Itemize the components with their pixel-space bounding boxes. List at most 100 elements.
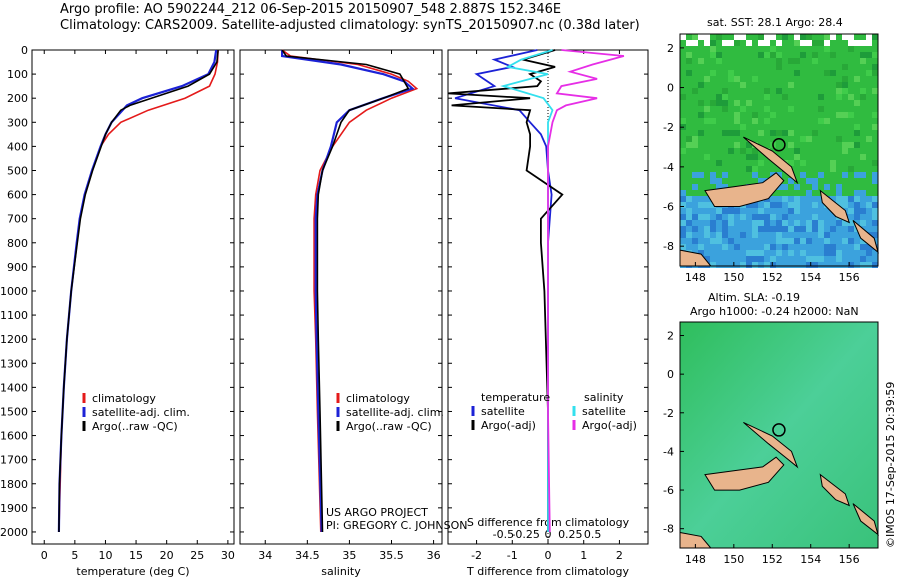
- map-sst-cell: [842, 112, 848, 118]
- map-sst-cell: [740, 250, 746, 256]
- map-sst-cell: [764, 88, 770, 94]
- map-sst-cell: [758, 214, 764, 220]
- map-sst-cell: [872, 214, 878, 220]
- map-sst-cell: [770, 208, 776, 214]
- map-sst-cell: [740, 124, 746, 130]
- map-sst-cell: [800, 250, 806, 256]
- map-sst-cell: [824, 226, 830, 232]
- map-sst-cell: [848, 256, 854, 262]
- map-sst-cell: [734, 142, 740, 148]
- map-sst-cell: [686, 244, 692, 250]
- map-sst-cell: [746, 226, 752, 232]
- map-sst-cell: [734, 118, 740, 124]
- map-sst-cell: [758, 238, 764, 244]
- map-sst-cell: [770, 130, 776, 136]
- map-sst-ytick-label: -2: [663, 121, 674, 134]
- map-sst-cell: [794, 40, 800, 46]
- map-sst-cell: [872, 262, 878, 268]
- map-sst-cell: [734, 76, 740, 82]
- map-sst-cell: [830, 262, 836, 268]
- map-sst-cell: [806, 40, 812, 46]
- map-sst-cell: [800, 208, 806, 214]
- map-sst-cell: [854, 220, 860, 226]
- map-sst-cell: [818, 94, 824, 100]
- map-sst-cell: [698, 214, 704, 220]
- map-sst-cell: [782, 94, 788, 100]
- map-sst-cell: [866, 52, 872, 58]
- map-sla-xtick-label: 148: [685, 553, 706, 566]
- map-sst-cell: [704, 118, 710, 124]
- map-sst-cell: [698, 172, 704, 178]
- map-sst-cell: [734, 226, 740, 232]
- map-sst-cell: [698, 112, 704, 118]
- map-sst-cell: [746, 100, 752, 106]
- map-sst-cell: [734, 40, 740, 46]
- map-sst-cell: [752, 256, 758, 262]
- map-sst-cell: [770, 112, 776, 118]
- map-sst-cell: [722, 172, 728, 178]
- map-sst-cell: [824, 208, 830, 214]
- map-sst-cell: [722, 130, 728, 136]
- map-sst-ytick-label: -8: [663, 240, 674, 253]
- map-sst-cell: [692, 244, 698, 250]
- map-sst-cell: [806, 202, 812, 208]
- map-sst-cell: [848, 94, 854, 100]
- map-sst-cell: [776, 244, 782, 250]
- map-sst-cell: [842, 196, 848, 202]
- map-sst-cell: [794, 70, 800, 76]
- map-sst-cell: [782, 220, 788, 226]
- map-sst-cell: [704, 196, 710, 202]
- map-sst-cell: [758, 232, 764, 238]
- map-sst-cell: [698, 232, 704, 238]
- map-sst-cell: [872, 202, 878, 208]
- map-sst-cell: [770, 244, 776, 250]
- map-sst-cell: [758, 130, 764, 136]
- map-sst-cell: [794, 148, 800, 154]
- map-sst-cell: [812, 58, 818, 64]
- map-sst-cell: [680, 226, 686, 232]
- map-sst-cell: [758, 52, 764, 58]
- map-sst-cell: [824, 238, 830, 244]
- map-sst-cell: [752, 154, 758, 160]
- map-sst-cell: [872, 124, 878, 130]
- map-sst-cell: [728, 208, 734, 214]
- map-sst-cell: [854, 250, 860, 256]
- map-sst-cell: [854, 142, 860, 148]
- map-sst-cell: [854, 214, 860, 220]
- map-sst-cell: [812, 250, 818, 256]
- depth-tick-label: 0: [21, 44, 28, 57]
- map-sst-cell: [872, 52, 878, 58]
- map-sst-cell: [842, 88, 848, 94]
- map-sst-cell: [680, 148, 686, 154]
- map-sst-cell: [836, 82, 842, 88]
- temperature-axis-tick-label: 15: [129, 549, 143, 562]
- diff-legend-salinity-label: Argo(-adj): [582, 419, 637, 432]
- salinity-line-climatology: [281, 49, 419, 533]
- map-sst-cell: [782, 244, 788, 250]
- map-sla: 148 150 152 154 156 2 0 -2 -4 -6 -8: [663, 321, 879, 566]
- map-sst-cell: [722, 88, 728, 94]
- map-sst-cell: [866, 214, 872, 220]
- map-sst-cell: [740, 82, 746, 88]
- map-sst-cell: [764, 250, 770, 256]
- map-sst-cell: [806, 208, 812, 214]
- map-sst-cell: [842, 244, 848, 250]
- map-sst-cell: [842, 226, 848, 232]
- map-sst-cell: [764, 226, 770, 232]
- map-sst-cell: [740, 226, 746, 232]
- map-sst-cell: [728, 244, 734, 250]
- map-sst-cell: [710, 232, 716, 238]
- map-sst-cell: [830, 220, 836, 226]
- map-sst-cell: [866, 208, 872, 214]
- map-sst-cell: [716, 100, 722, 106]
- map-sst-cell: [776, 64, 782, 70]
- map-sst-cell: [692, 34, 698, 40]
- map-sst-cell: [734, 232, 740, 238]
- map-sst-cell: [698, 208, 704, 214]
- map-sst-cell: [776, 208, 782, 214]
- map-sst-cell: [842, 220, 848, 226]
- map-sst-cell: [770, 232, 776, 238]
- map-sst-cell: [830, 250, 836, 256]
- map-sst-cell: [692, 172, 698, 178]
- map-sst-cell: [812, 262, 818, 268]
